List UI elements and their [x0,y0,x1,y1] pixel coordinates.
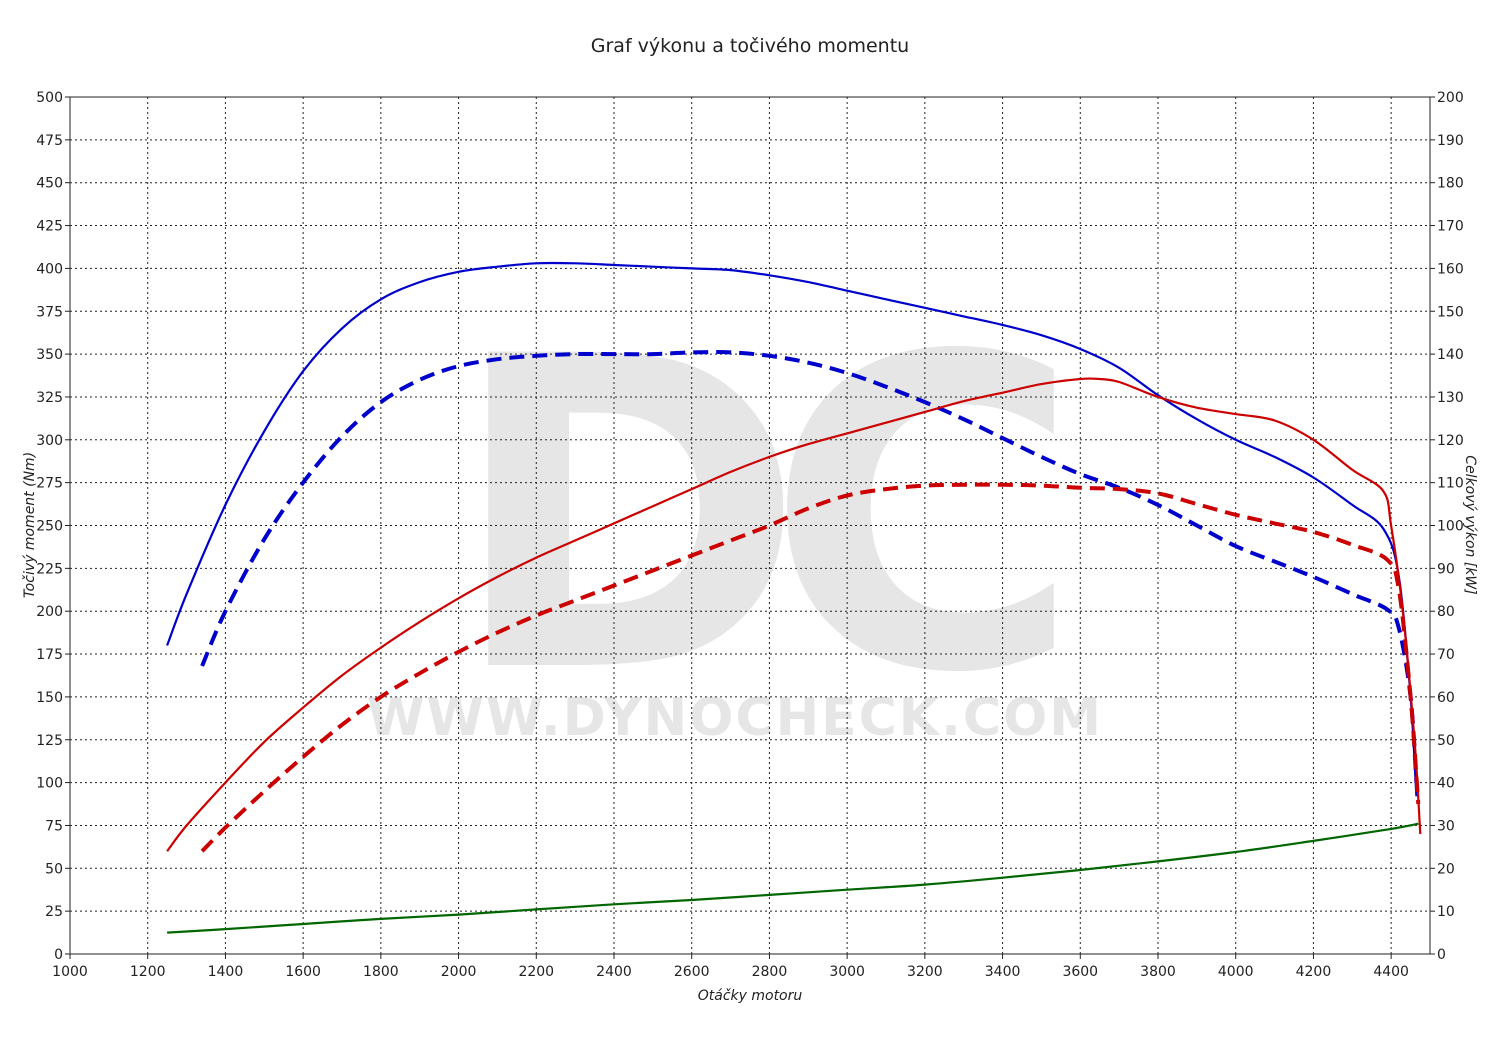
ticks: 1000 1200 1400 1600 1800 2000 2200 2400 2600 2800… [36,90,1463,980]
watermark-logo: DC [449,267,1055,767]
y-right-tick-label: 10 [1437,904,1455,920]
x-tick-label: 2400 [596,964,632,980]
y-right-tick-label: 170 [1437,219,1464,235]
x-tick-label: 2800 [752,964,788,980]
x-tick-label: 2600 [674,964,710,980]
y-axis-left-label: Točivý moment (Nm) [22,452,38,598]
power-tuned-line [166,377,1422,852]
y-left-tick-label: 150 [36,690,63,706]
y-right-tick-label: 150 [1437,304,1464,320]
losses-line [167,822,1419,934]
y-right-tick-label: 30 [1437,818,1455,834]
x-tick-label: 3600 [1062,964,1098,980]
y-left-tick-label: 125 [36,733,63,749]
y-left-tick-label: 250 [36,519,63,535]
y-right-tick-label: 130 [1437,390,1464,406]
y-left-tick-label: 400 [36,261,63,277]
x-tick-label: 4200 [1296,964,1332,980]
y-right-tick-label: 180 [1437,176,1464,192]
y-left-tick-label: 425 [36,219,63,235]
y-left-tick-label: 25 [45,904,63,920]
x-tick-label: 3200 [907,964,943,980]
y-left-tick-label: 200 [36,604,63,620]
y-right-tick-label: 160 [1437,261,1464,277]
y-left-tick-label: 175 [36,647,63,663]
y-right-tick-label: 100 [1437,519,1464,535]
y-right-tick-label: 60 [1437,690,1455,706]
x-tick-label: 3400 [985,964,1021,980]
x-tick-label: 2000 [441,964,477,980]
series-layer [166,261,1422,934]
y-left-tick-label: 475 [36,133,63,149]
x-tick-label: 1200 [130,964,166,980]
x-tick-label: 1800 [363,964,399,980]
y-right-tick-label: 40 [1437,776,1455,792]
y-right-tick-label: 120 [1437,433,1464,449]
x-tick-label: 1400 [208,964,244,980]
y-right-tick-label: 90 [1437,561,1455,577]
y-right-tick-label: 50 [1437,733,1455,749]
y-right-tick-label: 80 [1437,604,1455,620]
y-left-tick-label: 375 [36,304,63,320]
y-right-tick-label: 70 [1437,647,1455,663]
grid [70,96,1430,954]
watermark-text: WWW.DYNOCHECK.COM [367,688,1103,748]
y-right-tick-label: 190 [1437,133,1464,149]
x-tick-label: 3000 [829,964,865,980]
x-tick-label: 4400 [1373,964,1409,980]
y-left-tick-label: 100 [36,776,63,792]
x-tick-label: 1600 [285,964,321,980]
y-left-tick-label: 300 [36,433,63,449]
x-tick-label: 1000 [52,964,88,980]
y-left-tick-label: 75 [45,818,63,834]
x-axis-label: Otáčky motoru [698,988,803,1004]
chart-title: Graf výkonu a točivého momentu [591,35,909,57]
y-left-tick-label: 325 [36,390,63,406]
x-tick-label: 4000 [1218,964,1254,980]
y-left-tick-label: 0 [54,947,63,963]
y-left-tick-label: 275 [36,476,63,492]
y-left-tick-label: 50 [45,861,63,877]
y-right-tick-label: 200 [1437,90,1464,106]
x-tick-label: 3800 [1140,964,1176,980]
y-right-tick-label: 110 [1437,476,1464,492]
torque-stock-line [200,350,1419,783]
y-left-tick-label: 450 [36,176,63,192]
x-tick-label: 2200 [518,964,554,980]
y-right-tick-label: 140 [1437,347,1464,363]
y-right-tick-label: 0 [1437,947,1446,963]
y-left-tick-label: 350 [36,347,63,363]
torque-tuned-line [166,261,1418,797]
y-axis-right-label: Celkový výkon [kW] [1462,455,1478,594]
y-left-tick-label: 225 [36,561,63,577]
y-right-tick-label: 20 [1437,861,1455,877]
y-left-tick-label: 500 [36,90,63,106]
watermark: DC WWW.DYNOCHECK.COM [367,267,1103,767]
